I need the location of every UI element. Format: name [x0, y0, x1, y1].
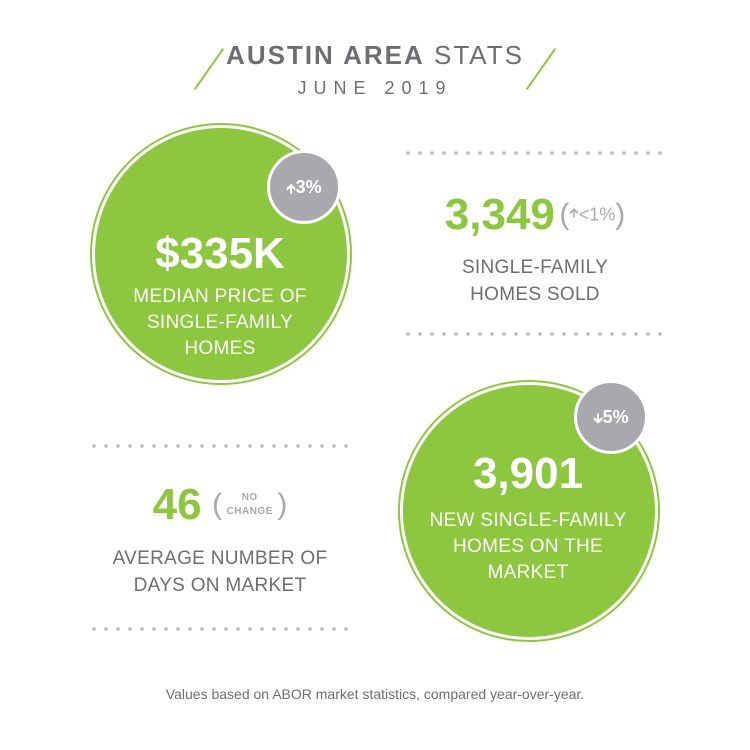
divider-top-right: [402, 151, 664, 155]
no-change-line-2: CHANGE: [226, 506, 273, 517]
median-price-content: $335K MEDIAN PRICE OF SINGLE-FAMILY HOME…: [95, 228, 345, 362]
page-title: AUSTIN AREA STATS: [0, 40, 750, 71]
new-listings-value: 3,901: [472, 449, 584, 498]
homes-sold-caption-1: SINGLE-FAMILY: [461, 257, 609, 278]
homes-sold-caption: SINGLE-FAMILY HOMES SOLD: [400, 254, 670, 308]
divider-mid-right: [402, 332, 664, 336]
median-price-value: $335K: [155, 229, 285, 278]
new-listings-caption-3: MARKET: [487, 562, 569, 583]
days-on-market-caption-2: DAYS ON MARKET: [133, 575, 307, 596]
median-price-caption-2: SINGLE-FAMILY: [146, 312, 294, 333]
median-price-change: 3%: [295, 177, 322, 197]
median-price-caption-1: MEDIAN PRICE OF: [133, 286, 307, 307]
median-price-caption-3: HOMES: [184, 338, 256, 359]
arrow-down-icon: 🡳: [593, 411, 603, 426]
median-price-change-badge: 🡱3%: [267, 150, 341, 224]
new-listings-caption-1: NEW SINGLE-FAMILY: [429, 510, 627, 531]
days-on-market-caption-1: AVERAGE NUMBER OF: [112, 548, 328, 569]
days-on-market-stat: 46 ( NO CHANGE ): [152, 480, 288, 529]
footnote: Values based on ABOR market statistics, …: [165, 686, 585, 702]
title-light: STATS: [434, 40, 524, 70]
new-listings-change-badge: 🡳5%: [574, 380, 648, 454]
new-listings-caption-2: HOMES ON THE: [453, 536, 603, 557]
days-on-market-value: 46: [152, 480, 202, 529]
arrow-up-icon: 🡱: [286, 181, 296, 196]
divider-mid-left: [88, 444, 350, 448]
no-change-line-1: NO: [241, 492, 258, 503]
days-on-market-caption: AVERAGE NUMBER OF DAYS ON MARKET: [90, 545, 350, 599]
homes-sold-caption-2: HOMES SOLD: [470, 284, 600, 305]
title-bold: AUSTIN AREA: [226, 40, 425, 70]
homes-sold-value: 3,349: [444, 190, 555, 239]
new-listings-content: 3,901 NEW SINGLE-FAMILY HOMES ON THE MAR…: [403, 448, 653, 586]
divider-bottom-left: [88, 627, 350, 631]
homes-sold-stat: 3,349 (🡱<1%): [444, 190, 626, 239]
homes-sold-change: <1%: [578, 204, 616, 225]
arrow-up-icon: 🡱: [569, 205, 579, 220]
new-listings-change: 5%: [602, 407, 629, 427]
page-subtitle: JUNE 2019: [297, 78, 453, 98]
